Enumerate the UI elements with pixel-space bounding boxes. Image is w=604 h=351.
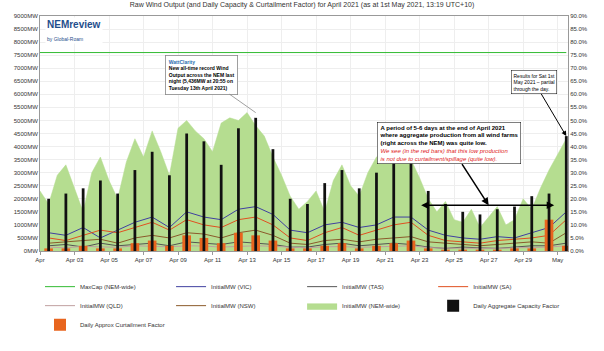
- svg-text:80.0%: 80.0%: [570, 39, 588, 45]
- svg-text:90.0%: 90.0%: [570, 13, 588, 19]
- svg-text:0MW: 0MW: [24, 248, 38, 254]
- svg-text:500MW: 500MW: [17, 235, 38, 241]
- svg-text:10.0%: 10.0%: [570, 222, 588, 228]
- svg-text:Apr 27: Apr 27: [480, 257, 498, 263]
- svg-text:45.0%: 45.0%: [570, 131, 588, 137]
- svg-text:3500MW: 3500MW: [14, 157, 38, 163]
- svg-text:Apr 19: Apr 19: [342, 257, 360, 263]
- svg-text:Apr 05: Apr 05: [100, 257, 118, 263]
- svg-text:75.0%: 75.0%: [570, 52, 588, 58]
- svg-text:15.0%: 15.0%: [570, 209, 588, 215]
- svg-text:7000MW: 7000MW: [14, 65, 38, 71]
- svg-text:35.0%: 35.0%: [570, 157, 588, 163]
- svg-text:Apr 13: Apr 13: [238, 257, 256, 263]
- svg-text:70.0%: 70.0%: [570, 65, 588, 71]
- svg-text:InitialMW (SA): InitialMW (SA): [473, 284, 511, 290]
- svg-text:Apr 21: Apr 21: [376, 257, 394, 263]
- svg-text:7500MW: 7500MW: [14, 52, 38, 58]
- svg-text:2500MW: 2500MW: [14, 183, 38, 189]
- svg-text:4500MW: 4500MW: [14, 131, 38, 137]
- svg-text:Apr: Apr: [35, 257, 44, 263]
- svg-text:20.0%: 20.0%: [570, 196, 588, 202]
- svg-text:InitialMW (QLD): InitialMW (QLD): [80, 303, 123, 309]
- svg-text:Apr 07: Apr 07: [135, 257, 153, 263]
- svg-text:65.0%: 65.0%: [570, 78, 588, 84]
- svg-text:8000MW: 8000MW: [14, 39, 38, 45]
- svg-text:5.0%: 5.0%: [570, 235, 584, 241]
- svg-text:0.0%: 0.0%: [570, 248, 584, 254]
- svg-text:InitialMW (NSW): InitialMW (NSW): [211, 303, 255, 309]
- svg-text:5000MW: 5000MW: [14, 118, 38, 124]
- svg-text:Raw Wind Output (and Daily Cap: Raw Wind Output (and Daily Capacity & Cu…: [130, 1, 475, 9]
- svg-text:InitialMW (TAS): InitialMW (TAS): [342, 284, 384, 290]
- svg-text:6000MW: 6000MW: [14, 91, 38, 97]
- svg-text:May: May: [552, 257, 563, 263]
- svg-text:WattClarityNew all-time record: WattClarityNew all-time record WindOutpu…: [169, 59, 235, 91]
- svg-text:MaxCap (NEM-wide): MaxCap (NEM-wide): [80, 284, 136, 290]
- svg-text:30.0%: 30.0%: [570, 170, 588, 176]
- svg-text:Apr 15: Apr 15: [273, 257, 291, 263]
- svg-text:6500MW: 6500MW: [14, 78, 38, 84]
- svg-text:Apr 03: Apr 03: [66, 257, 84, 263]
- svg-text:Apr 23: Apr 23: [411, 257, 429, 263]
- svg-text:25.0%: 25.0%: [570, 183, 588, 189]
- svg-text:85.0%: 85.0%: [570, 26, 588, 32]
- svg-text:1500MW: 1500MW: [14, 209, 38, 215]
- svg-text:NEMreviewby Global-Roam: NEMreviewby Global-Roam: [47, 19, 101, 42]
- svg-text:60.0%: 60.0%: [570, 91, 588, 97]
- svg-text:55.0%: 55.0%: [570, 104, 588, 110]
- svg-text:Apr 11: Apr 11: [204, 257, 222, 263]
- svg-text:Apr 09: Apr 09: [169, 257, 187, 263]
- svg-text:50.0%: 50.0%: [570, 118, 588, 124]
- svg-text:4000MW: 4000MW: [14, 144, 38, 150]
- svg-text:A period of 5-6 days at the en: A period of 5-6 days at the end of April…: [380, 125, 519, 162]
- svg-text:Daily Approx Curtailment Facto: Daily Approx Curtailment Factor: [80, 322, 165, 328]
- svg-text:Results for Sat 1stMay 2021 –: Results for Sat 1stMay 2021 – partialthr…: [514, 73, 555, 92]
- svg-text:9000MW: 9000MW: [14, 13, 38, 19]
- svg-text:40.0%: 40.0%: [570, 144, 588, 150]
- svg-text:Apr 29: Apr 29: [514, 257, 532, 263]
- svg-text:Daily Aggregate Capacity Facto: Daily Aggregate Capacity Factor: [473, 303, 559, 309]
- svg-text:1000MW: 1000MW: [14, 222, 38, 228]
- svg-text:8500MW: 8500MW: [14, 26, 38, 32]
- svg-text:InitialMW (VIC): InitialMW (VIC): [211, 284, 251, 290]
- svg-text:2000MW: 2000MW: [14, 196, 38, 202]
- svg-text:Apr 25: Apr 25: [445, 257, 463, 263]
- svg-text:5500MW: 5500MW: [14, 104, 38, 110]
- svg-text:Apr 17: Apr 17: [307, 257, 325, 263]
- svg-text:3000MW: 3000MW: [14, 170, 38, 176]
- svg-text:InitialMW (NEM-wide): InitialMW (NEM-wide): [342, 303, 400, 309]
